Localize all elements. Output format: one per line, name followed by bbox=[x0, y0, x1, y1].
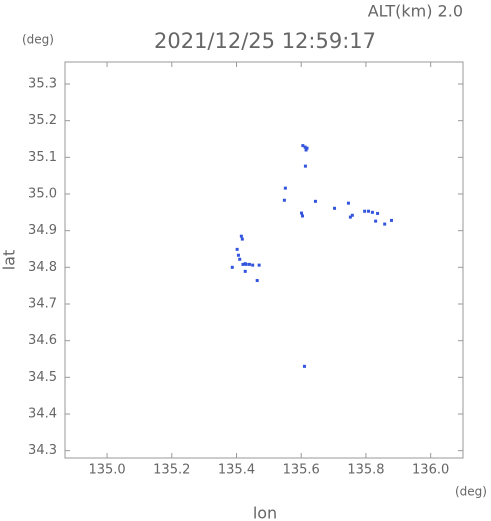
point bbox=[301, 214, 305, 218]
point bbox=[241, 262, 245, 266]
y-tick-label: 34.6 bbox=[28, 333, 57, 348]
point bbox=[374, 219, 378, 223]
x-unit: (deg) bbox=[455, 485, 487, 499]
point bbox=[283, 186, 287, 190]
point bbox=[363, 209, 367, 213]
point bbox=[346, 201, 350, 205]
point bbox=[376, 211, 380, 215]
point bbox=[333, 206, 337, 210]
point bbox=[303, 164, 307, 168]
point bbox=[251, 263, 255, 267]
point bbox=[302, 364, 306, 368]
y-unit: (deg) bbox=[22, 33, 54, 47]
y-tick-label: 35.0 bbox=[28, 187, 57, 202]
point bbox=[238, 257, 242, 261]
point bbox=[383, 222, 387, 226]
point bbox=[367, 209, 371, 213]
y-tick-label: 34.9 bbox=[28, 223, 57, 238]
x-tick-label: 135.8 bbox=[347, 463, 384, 478]
point bbox=[236, 253, 240, 257]
y-tick-label: 35.2 bbox=[28, 113, 57, 128]
y-tick-label: 34.5 bbox=[28, 370, 57, 385]
plot-frame bbox=[64, 61, 464, 459]
x-tick-label: 135.0 bbox=[88, 463, 125, 478]
point bbox=[247, 262, 251, 266]
point bbox=[313, 199, 317, 203]
y-tick-label: 34.7 bbox=[28, 297, 57, 312]
point bbox=[282, 198, 286, 202]
point bbox=[301, 144, 305, 148]
point bbox=[303, 145, 307, 149]
point bbox=[305, 146, 309, 150]
y-tick-label: 35.1 bbox=[28, 150, 57, 165]
y-tick-label: 34.8 bbox=[28, 260, 57, 275]
chart-subtitle: ALT(km) 2.0 bbox=[368, 2, 463, 21]
point bbox=[235, 247, 239, 251]
point bbox=[348, 215, 352, 219]
point bbox=[257, 263, 261, 267]
point bbox=[350, 213, 354, 217]
point bbox=[389, 218, 393, 222]
y-tick-label: 35.3 bbox=[28, 77, 57, 92]
point bbox=[243, 269, 247, 273]
x-tick-label: 136.0 bbox=[412, 463, 449, 478]
point bbox=[255, 279, 259, 283]
point bbox=[244, 262, 248, 266]
point bbox=[300, 211, 304, 215]
point bbox=[240, 237, 244, 241]
x-tick-label: 135.6 bbox=[283, 463, 320, 478]
y-axis-label: lat bbox=[0, 250, 19, 271]
x-tick-label: 135.2 bbox=[153, 463, 190, 478]
chart-title: 2021/12/25 12:59:17 bbox=[154, 29, 376, 53]
point bbox=[230, 265, 234, 269]
point bbox=[239, 234, 243, 238]
x-tick-label: 135.4 bbox=[218, 463, 255, 478]
point bbox=[370, 210, 374, 214]
y-tick-label: 34.3 bbox=[28, 443, 57, 458]
point bbox=[304, 148, 308, 152]
y-tick-label: 34.4 bbox=[28, 407, 57, 422]
x-axis-label: lon bbox=[253, 504, 277, 521]
